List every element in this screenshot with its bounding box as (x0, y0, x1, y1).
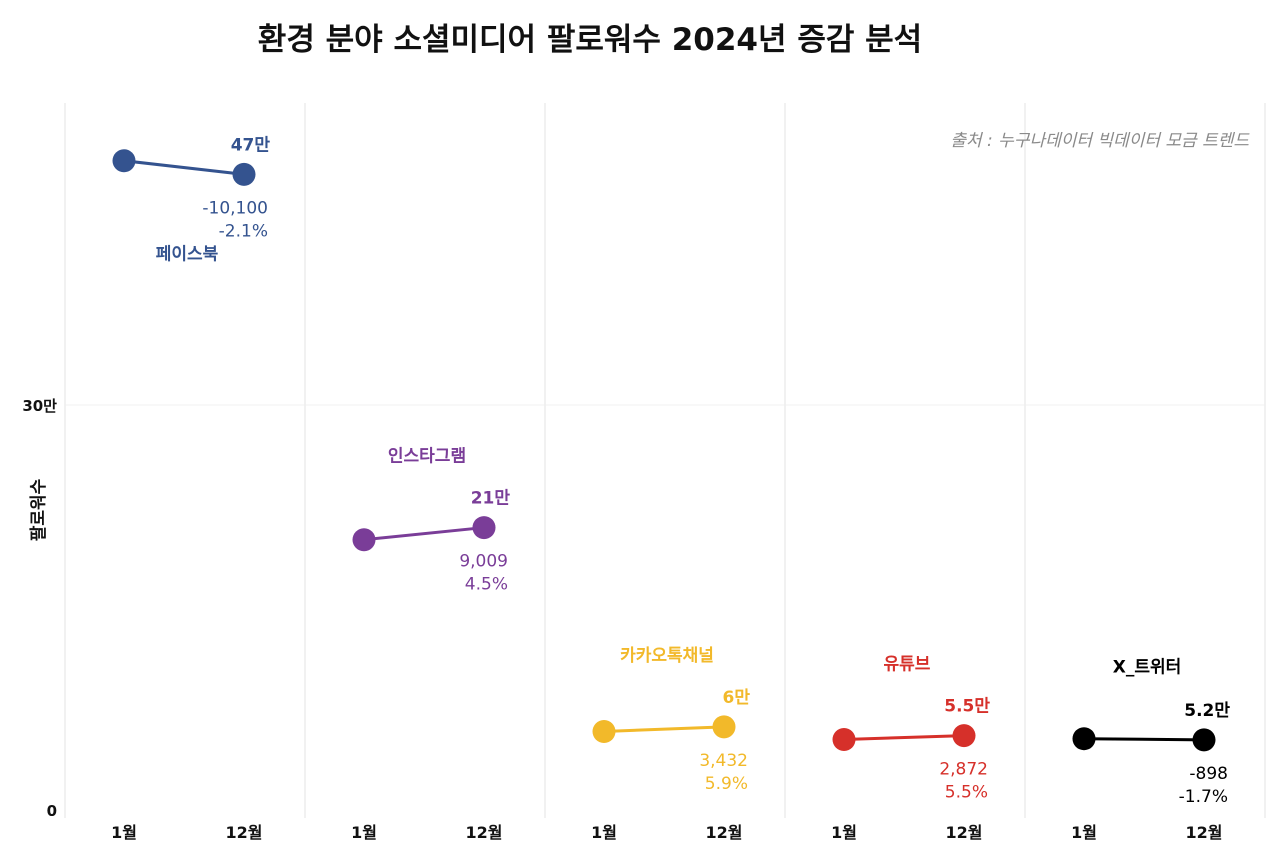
dumbbell-line (363, 526, 485, 542)
dumbbell-line (123, 159, 245, 176)
value-label: 21만 (471, 489, 511, 509)
change-label: 3,432 (699, 751, 748, 771)
dumbbell-line (843, 734, 965, 742)
value-label: 47만 (231, 135, 271, 155)
change-pct-label: 4.5% (465, 575, 508, 595)
change-label: -10,100 (202, 198, 268, 218)
point-jan (592, 719, 616, 743)
series-name-label: 유튜브 (884, 655, 931, 675)
series-name-label: 인스타그램 (388, 447, 466, 467)
x-tick-label: 1월 (591, 823, 617, 842)
point-jan (352, 528, 376, 552)
change-label: 9,009 (459, 552, 508, 572)
chart-title: 환경 분야 소셜미디어 팔로워수 2024년 증감 분석 (257, 22, 923, 58)
change-label: 2,872 (939, 760, 988, 780)
dumbbell-line (603, 725, 725, 733)
value-label: 6만 (723, 688, 751, 708)
point-dec (1192, 728, 1216, 752)
y-tick-label: 0 (47, 802, 57, 820)
value-label: 5.2만 (1184, 701, 1230, 721)
y-tick-label: 30만 (22, 397, 57, 415)
change-pct-label: -1.7% (1179, 787, 1228, 807)
x-tick-label: 1월 (351, 823, 377, 842)
point-dec (472, 516, 496, 540)
x-tick-label: 1월 (1071, 823, 1097, 842)
change-pct-label: -2.1% (219, 221, 268, 241)
point-dec (232, 162, 256, 186)
point-jan (832, 728, 856, 752)
x-tick-label: 12월 (946, 823, 983, 842)
x-tick-label: 12월 (1186, 823, 1223, 842)
change-pct-label: 5.9% (705, 774, 748, 794)
y-axis-label: 팔로워수 (29, 478, 49, 541)
x-tick-label: 12월 (706, 823, 743, 842)
dumbbell-line (1083, 737, 1205, 742)
change-label: -898 (1189, 764, 1228, 784)
series-name-label: 페이스북 (156, 244, 219, 264)
source-note: 출처 : 누구나데이터 빅데이터 모금 트렌드 (950, 131, 1250, 151)
point-jan (112, 149, 136, 173)
point-dec (712, 715, 736, 739)
value-label: 5.5만 (944, 697, 990, 717)
x-tick-label: 1월 (831, 823, 857, 842)
change-pct-label: 5.5% (945, 783, 988, 803)
x-tick-label: 1월 (111, 823, 137, 842)
series-name-label: 카카오톡채널 (620, 646, 714, 666)
x-tick-label: 12월 (466, 823, 503, 842)
point-jan (1072, 727, 1096, 751)
x-tick-label: 12월 (226, 823, 263, 842)
point-dec (952, 724, 976, 748)
series-name-label: X_트위터 (1113, 658, 1182, 678)
